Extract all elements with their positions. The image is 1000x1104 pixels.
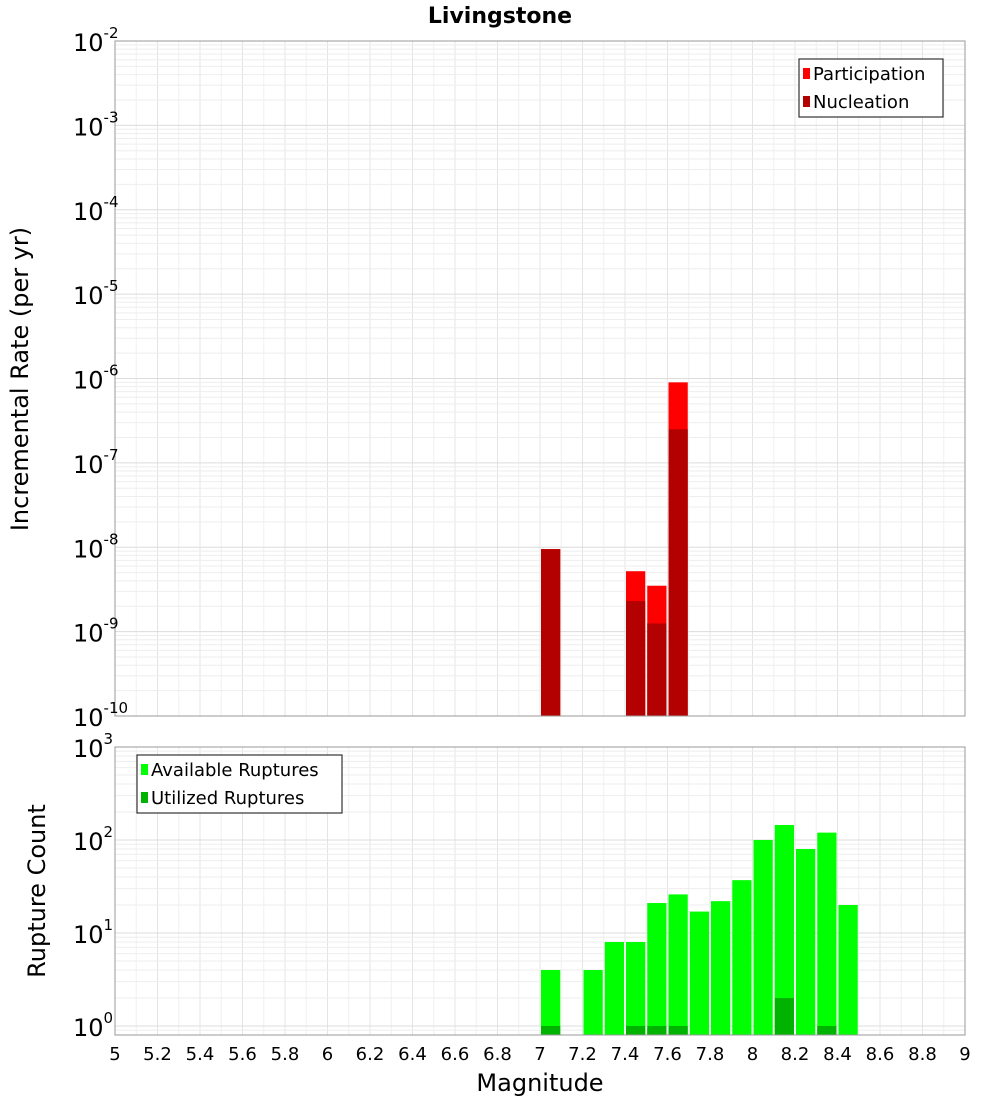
x-tick-label: 8.2 xyxy=(781,1044,810,1065)
rate-y-axis-label: Incremental Rate (per yr) xyxy=(6,227,34,531)
count-bar-series1 xyxy=(583,969,603,1035)
x-tick-label: 6.8 xyxy=(483,1044,512,1065)
count-bars xyxy=(541,824,858,1035)
rate-panel: 10-10 10-9 10-8 10-7 10-6 10-5 10-4 10-3 10-2 Par… xyxy=(73,24,966,732)
rate-grid xyxy=(114,41,966,717)
count-bar-series1 xyxy=(668,894,688,1035)
rate-bar-series2 xyxy=(626,601,646,716)
count-legend: Available Ruptures Utilized Ruptures xyxy=(136,754,343,814)
x-tick-label: 8.4 xyxy=(823,1044,852,1065)
count-y-tick-label: 100 xyxy=(73,1009,113,1042)
x-tick-label: 6.2 xyxy=(356,1044,385,1065)
rate-bar-series2 xyxy=(647,623,667,716)
rate-plot-frame xyxy=(114,40,966,717)
x-tick-label: 5.6 xyxy=(228,1044,257,1065)
count-bar-series1 xyxy=(689,911,709,1035)
x-tick-label: 7.6 xyxy=(653,1044,682,1065)
count-bar-series2 xyxy=(817,1025,837,1035)
rate-y-tick-label: 10-4 xyxy=(73,193,119,226)
rate-y-tick-label: 10-2 xyxy=(73,24,119,57)
x-tick-label: 5.2 xyxy=(143,1044,172,1065)
x-tick-label: 5.8 xyxy=(271,1044,300,1065)
rate-y-ticks: 10-10 10-9 10-8 10-7 10-6 10-5 10-4 10-3 10-2 xyxy=(73,24,128,732)
count-bar-series1 xyxy=(838,904,858,1035)
count-bar-series1 xyxy=(753,839,773,1035)
rate-y-tick-label: 10-7 xyxy=(73,446,119,479)
count-bar-series1 xyxy=(774,824,794,1035)
rate-legend-label: Nucleation xyxy=(813,92,909,113)
count-legend-label: Available Ruptures xyxy=(151,760,319,781)
x-tick-label: 8.8 xyxy=(908,1044,937,1065)
x-tick-label: 6 xyxy=(322,1044,333,1065)
rate-legend-swatch xyxy=(803,68,810,79)
rate-bars xyxy=(541,382,688,716)
x-tick-label: 7.8 xyxy=(696,1044,725,1065)
rate-y-tick-label: 10-8 xyxy=(73,530,119,563)
count-plot-frame xyxy=(114,746,966,1036)
count-legend-swatch xyxy=(141,764,148,775)
count-panel: 100 101 102 103 Available Ruptures Utilized R… xyxy=(73,730,966,1042)
rate-y-tick-label: 10-10 xyxy=(73,699,128,732)
rate-legend-label: Participation xyxy=(813,64,925,85)
rate-bar-series2 xyxy=(541,549,561,716)
count-y-tick-label: 103 xyxy=(73,730,113,763)
x-tick-label: 7 xyxy=(534,1044,545,1065)
count-y-ticks: 100 101 102 103 xyxy=(73,730,113,1042)
x-tick-label: 7.2 xyxy=(568,1044,597,1065)
count-bar-series1 xyxy=(647,903,667,1035)
count-bar-series1 xyxy=(626,942,646,1035)
count-legend-box xyxy=(136,754,343,814)
count-bar-series2 xyxy=(647,1025,667,1035)
x-tick-label: 5.4 xyxy=(186,1044,215,1065)
count-bar-series2 xyxy=(541,1025,561,1035)
rate-y-tick-label: 10-9 xyxy=(73,615,119,648)
rate-y-tick-label: 10-5 xyxy=(73,277,119,310)
x-tick-label: 9 xyxy=(959,1044,970,1065)
count-bar-series1 xyxy=(732,880,752,1035)
rate-bar-series2 xyxy=(668,429,688,716)
count-legend-swatch xyxy=(141,792,148,803)
count-bar-series1 xyxy=(541,969,561,1035)
rate-y-tick-label: 10-6 xyxy=(73,362,119,395)
x-tick-label: 6.6 xyxy=(441,1044,470,1065)
rate-legend: Participation Nucleation xyxy=(798,58,944,118)
x-tick-label: 7.4 xyxy=(611,1044,640,1065)
count-bar-series2 xyxy=(668,1025,688,1035)
count-legend-label: Utilized Ruptures xyxy=(151,788,304,809)
count-bar-series1 xyxy=(817,832,837,1035)
count-bar-series2 xyxy=(626,1025,646,1035)
x-axis-label: Magnitude xyxy=(476,1069,603,1097)
x-tick-label: 6.4 xyxy=(398,1044,427,1065)
count-bar-series2 xyxy=(774,997,794,1035)
rate-legend-swatch xyxy=(803,96,810,107)
x-tick-label: 8 xyxy=(747,1044,758,1065)
x-tick-label: 8.6 xyxy=(866,1044,895,1065)
count-bar-series1 xyxy=(604,942,624,1035)
chart-title: Livingstone xyxy=(428,4,572,29)
rate-y-tick-label: 10-3 xyxy=(73,108,119,141)
count-y-axis-label: Rupture Count xyxy=(23,804,51,978)
x-ticks: 5 5.2 5.4 5.6 5.8 6 6.2 6.4 6.6 6.8 7 7.2 7.4 7.6 7.8 8… xyxy=(109,1044,970,1065)
count-bar-series1 xyxy=(711,901,731,1035)
rate-legend-box xyxy=(798,58,944,118)
x-tick-label: 5 xyxy=(109,1044,120,1065)
count-y-tick-label: 101 xyxy=(73,916,113,949)
count-bar-series1 xyxy=(796,849,816,1035)
count-y-tick-label: 102 xyxy=(73,823,113,856)
